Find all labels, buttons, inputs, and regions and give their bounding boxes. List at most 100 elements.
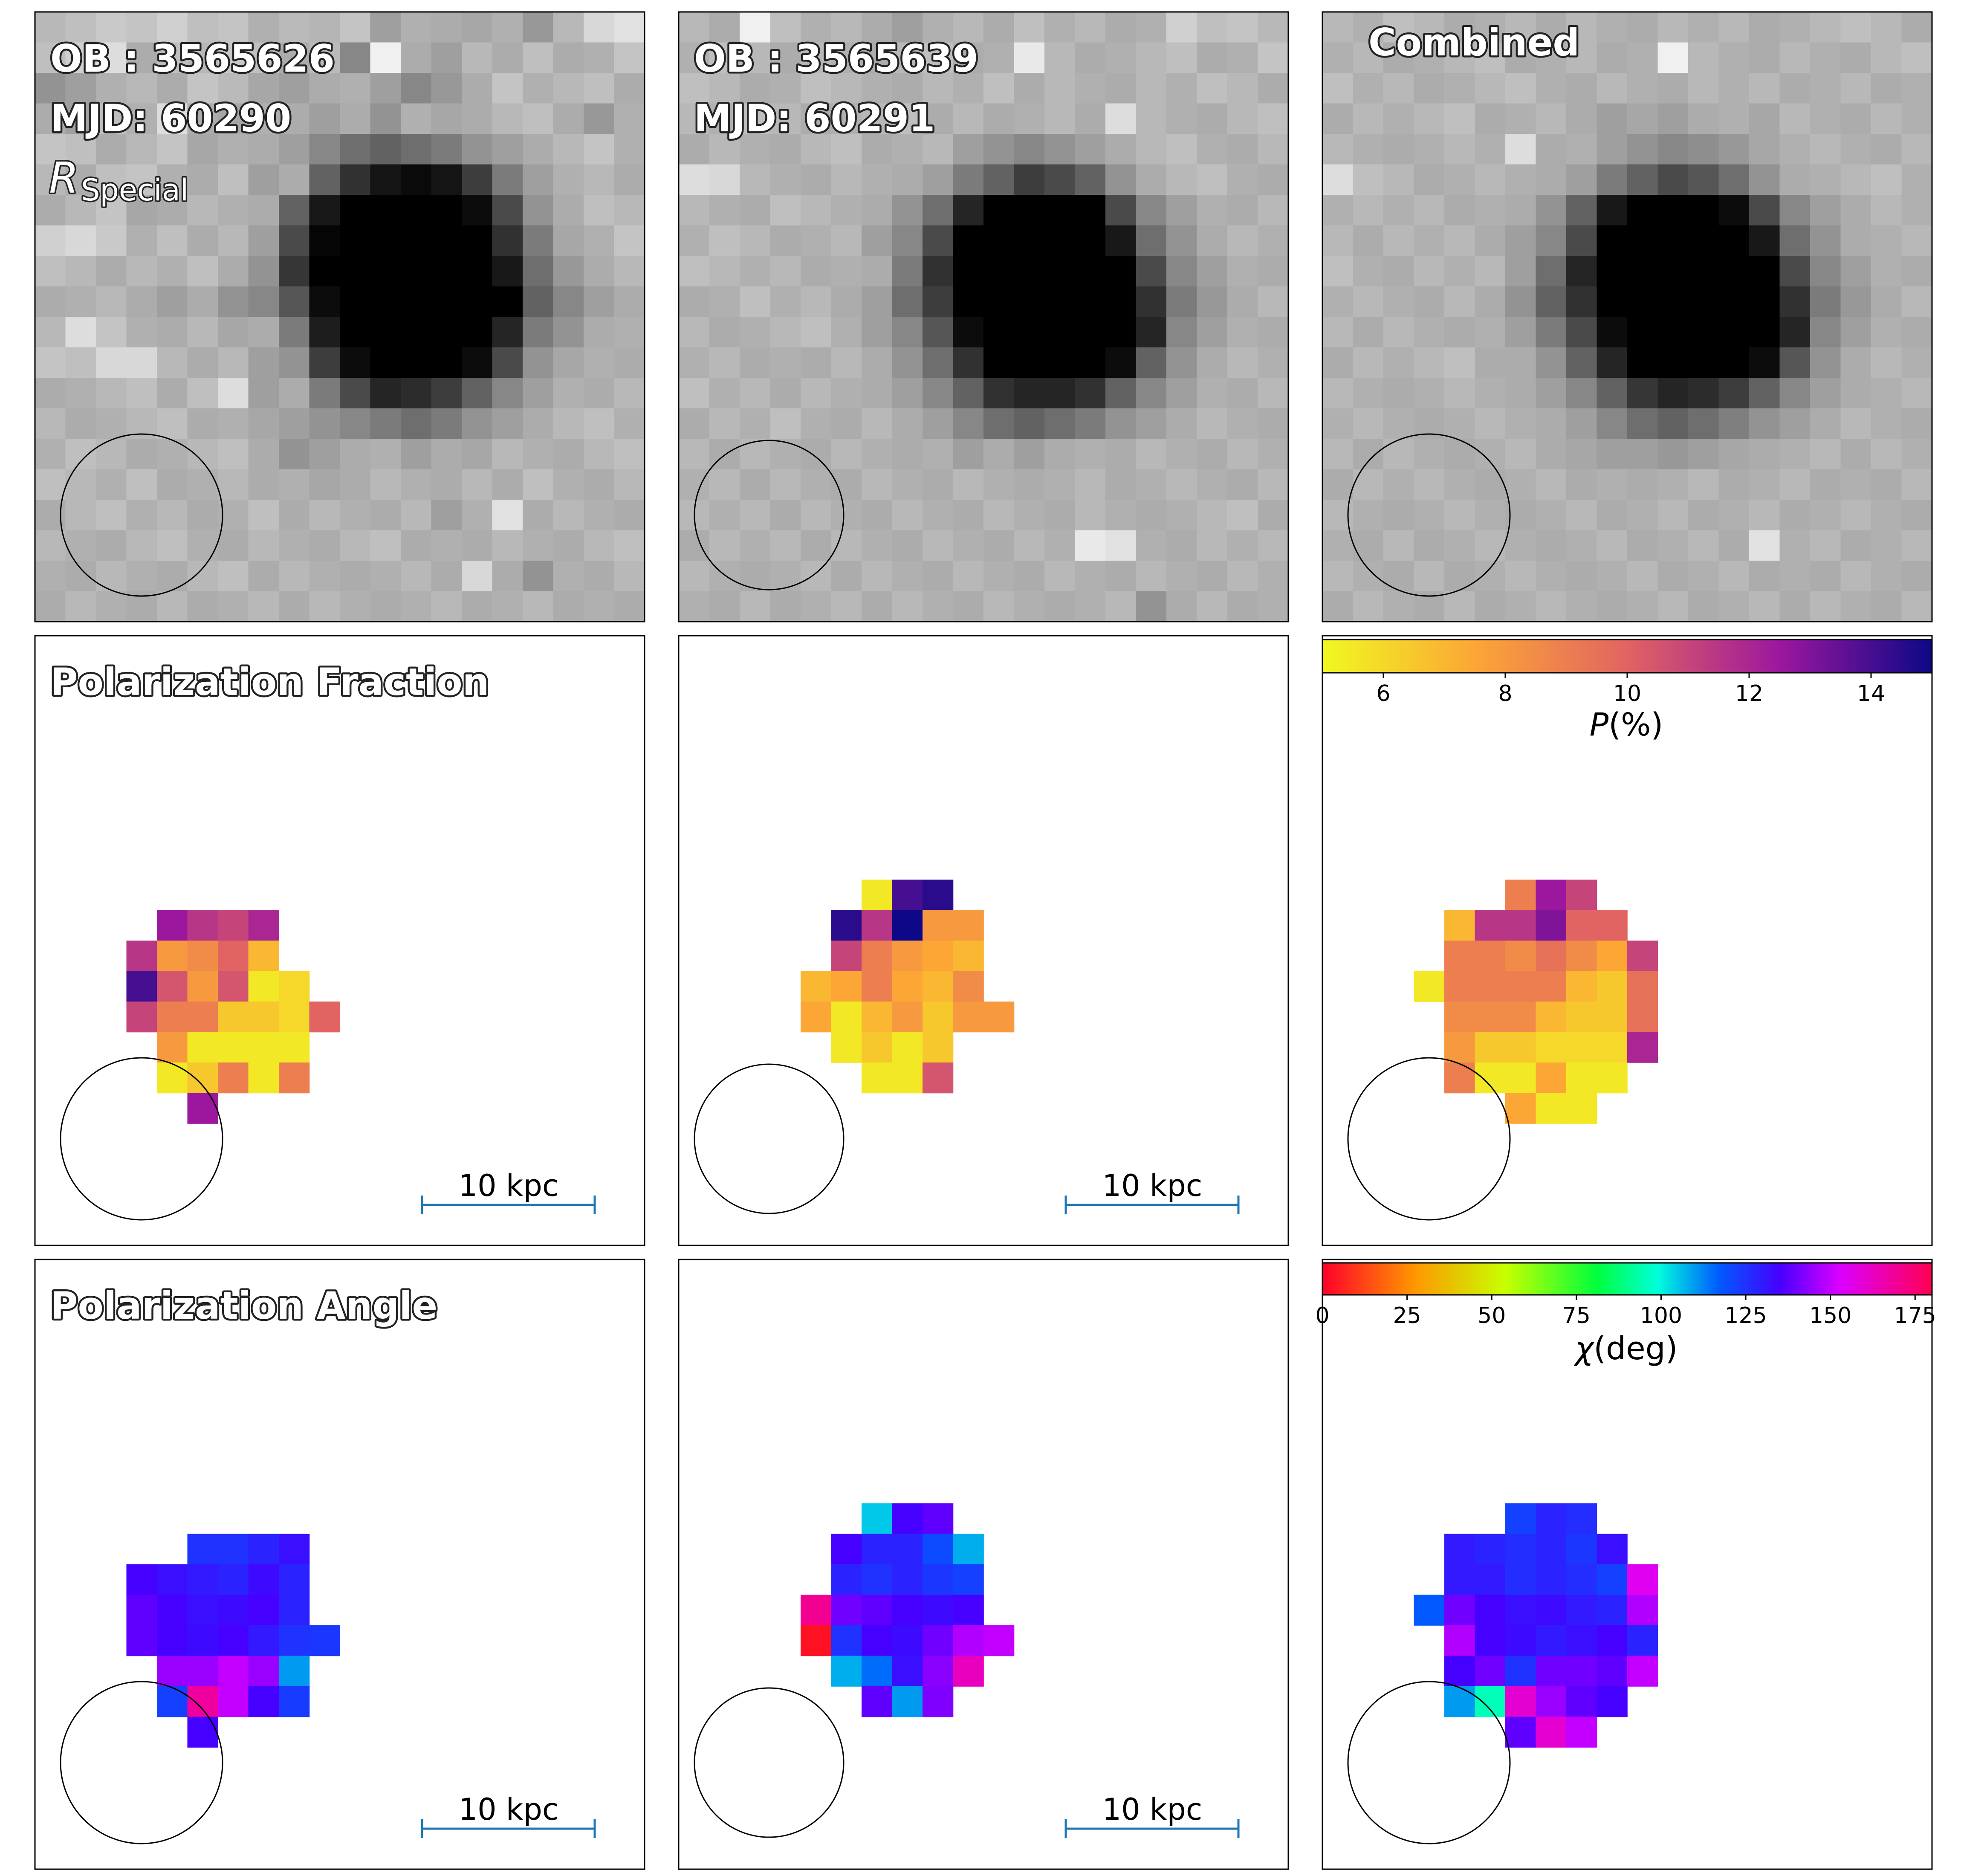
intensity-pixel [65,164,96,195]
polarization-pixel [126,1595,157,1626]
intensity-pixel [65,256,96,287]
colorbar-gradient-step [1773,640,1776,673]
colorbar-gradient-step [1922,640,1924,673]
intensity-pixel [831,134,862,165]
colorbar-gradient-step [1416,640,1418,673]
intensity-pixel [1718,347,1750,378]
intensity-pixel [187,500,218,531]
colorbar-gradient-step [1578,1263,1581,1295]
intensity-pixel [923,12,954,43]
intensity-pixel [1197,134,1228,165]
intensity-pixel [96,591,127,622]
colorbar-gradient-step [1470,1263,1473,1295]
colorbar-gradient-step [1830,640,1833,673]
colorbar-gradient-step [1403,1263,1406,1295]
intensity-pixel [614,103,645,134]
polarization-pixel [923,971,954,1002]
intensity-pixel [401,134,432,165]
intensity-pixel [401,73,432,104]
colorbar-gradient-step [1652,640,1654,673]
intensity-pixel [1688,256,1719,287]
intensity-pixel [801,256,832,287]
intensity-pixel [1536,12,1567,43]
colorbar-gradient-step [1727,640,1730,673]
intensity-pixel [740,256,771,287]
intensity-pixel [1718,164,1750,195]
intensity-pixel [892,500,923,531]
intensity-pixel [1166,347,1197,378]
intensity-pixel [1566,195,1597,226]
intensity-pixel [1536,561,1567,592]
intensity-pixel [1105,73,1137,104]
colorbar-gradient-step [1747,640,1750,673]
intensity-pixel [553,439,584,470]
colorbar-gradient-step [1365,1263,1368,1295]
intensity-pixel [1353,164,1384,195]
intensity-pixel [584,12,615,43]
intensity-pixel [1871,286,1902,317]
polarization-pixel [983,1625,1015,1656]
intensity-pixel [1505,12,1536,43]
polarization-pixel [923,880,954,911]
colorbar-gradient-step [1641,640,1644,673]
intensity-pixel [1627,469,1658,500]
intensity-pixel [1014,439,1045,470]
colorbar-gradient-step [1915,640,1918,673]
intensity-pixel [187,347,218,378]
colorbar-gradient-step [1822,640,1825,673]
intensity-pixel [126,195,157,226]
intensity-pixel [1566,347,1597,378]
intensity-pixel [1353,408,1384,439]
colorbar-tick-label: 10 [1613,681,1641,706]
intensity-pixel [1166,134,1197,165]
colorbar-gradient-step [1542,640,1545,673]
intensity-pixel [401,408,432,439]
colorbar-gradient-step [1430,640,1433,673]
colorbar-gradient-step [1629,640,1632,673]
intensity-pixel [1475,42,1506,73]
intensity-pixel [1597,469,1628,500]
colorbar-gradient-step [1906,640,1908,673]
polarization-pixel [1597,1656,1628,1687]
intensity-pixel [1258,42,1289,73]
polarization-pixel [1505,1002,1536,1033]
fraction-colorbar-symbol: P [1590,706,1609,743]
intensity-pixel [1779,561,1811,592]
intensity-pixel [1627,591,1658,622]
intensity-pixel [1075,591,1106,622]
intensity-pixel [1383,164,1414,195]
intensity-pixel [218,195,249,226]
polarization-pixel [1475,1595,1506,1626]
intensity-pixel [1044,103,1076,134]
intensity-pixel [1414,12,1445,43]
colorbar-gradient-step [1552,640,1555,673]
polarization-pixel [923,1686,954,1717]
intensity-pixel [279,195,310,226]
intensity-pixel [1871,134,1902,165]
intensity-pixel [1779,103,1811,134]
intensity-pixel [1227,12,1258,43]
polarization-pixel [1536,971,1567,1002]
intensity-pixel [35,195,66,226]
intensity-pixel [1627,42,1658,73]
intensity-pixel [157,12,188,43]
colorbar-gradient-step [1670,640,1672,673]
intensity-pixel [1749,591,1780,622]
polarization-pixel [248,1534,279,1565]
intensity-pixel [1353,73,1384,104]
colorbar-gradient-step [1877,1263,1880,1295]
colorbar-gradient-step [1761,1263,1764,1295]
colorbar-gradient-step [1379,640,1382,673]
intensity-pixel [1505,164,1536,195]
polarization-pixel [218,1625,249,1656]
colorbar-gradient-step [1538,640,1540,673]
polarization-pixel [1566,1093,1597,1124]
intensity-pixel [1871,500,1902,531]
intensity-pixel [1627,378,1658,409]
polarization-pixel [187,1032,218,1063]
intensity-pixel [953,408,984,439]
intensity-pixel [1779,225,1811,256]
intensity-pixel [1718,591,1750,622]
colorbar-gradient-step [1328,1263,1331,1295]
intensity-pixel [801,439,832,470]
